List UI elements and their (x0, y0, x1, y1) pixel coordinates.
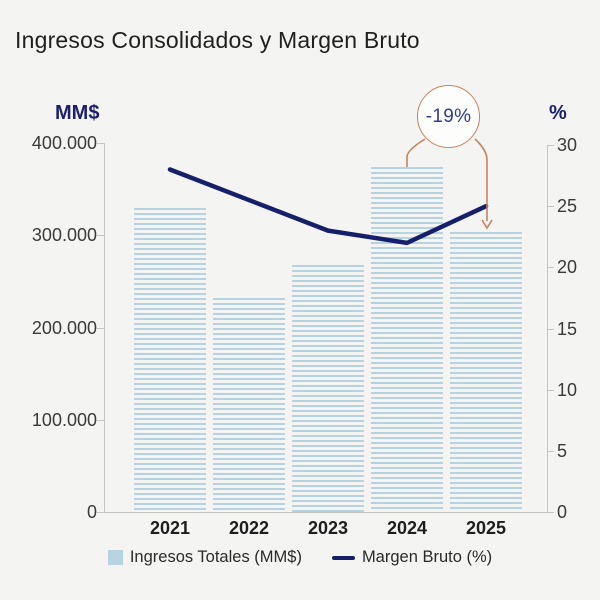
x-axis-label-2021: 2021 (149, 518, 191, 538)
y-axis-right-tick-mark (547, 206, 554, 208)
y-axis-right-tick-mark (547, 450, 554, 452)
legend-item-ingresos: Ingresos Totales (MM$) (107, 548, 302, 567)
y-axis-left-tick-label: 400.000 (31, 133, 97, 153)
legend-label-margen: Margen Bruto (%) (361, 548, 493, 566)
y-axis-left-tick-label: 0 (86, 502, 97, 522)
y-axis-left-tick-mark (97, 512, 104, 513)
annotation-circle: -19% (417, 85, 480, 148)
y-axis-right-tick-mark (547, 389, 554, 391)
y-axis-left-tick-mark (97, 143, 104, 144)
y-axis-right-tick-label: 10 (557, 379, 578, 400)
legend: Ingresos Totales (MM$) Margen Bruto (%) (0, 548, 600, 567)
y-axis-right-tick-label: 0 (557, 502, 568, 522)
legend-item-margen: Margen Bruto (%) (331, 548, 493, 567)
annotation-connector-left (406, 138, 426, 167)
y-axis-left-tick-label: 300.000 (31, 225, 97, 246)
y-axis-right-tick-mark (547, 267, 554, 269)
y-axis-right-tick-label: 30 (557, 135, 578, 155)
y-axis-left-tick-label: 200.000 (31, 317, 97, 338)
x-axis-label-2025: 2025 (465, 518, 507, 538)
y-axis-right-tick-label: 20 (557, 257, 578, 278)
bar-swatch-icon (107, 550, 123, 565)
y-axis-left-tick-mark (97, 419, 104, 421)
x-axis-label-2022: 2022 (228, 518, 270, 538)
revenue-bar-2022 (213, 297, 285, 512)
revenue-bar-2024 (371, 166, 443, 512)
y-axis-right-tick-label: 5 (557, 440, 568, 461)
x-axis-label-2024: 2024 (386, 518, 428, 538)
chart-title: Ingresos Consolidados y Margen Bruto (15, 27, 420, 53)
revenue-bar-2023 (292, 264, 364, 512)
y-axis-right-tick-mark (547, 512, 554, 513)
y-axis-left-tick-label: 100.000 (31, 409, 97, 430)
left-axis-unit-label: MM$ (55, 102, 100, 124)
y-axis-right-tick-label: 15 (557, 318, 578, 339)
line-swatch-icon (331, 555, 355, 560)
annotation-value: -19% (425, 105, 472, 127)
y-axis-right-tick-mark (547, 145, 554, 146)
right-axis-unit-label: % (549, 102, 567, 124)
y-axis-right-tick-label: 25 (557, 196, 578, 217)
y-axis-right-tick-mark (547, 328, 554, 330)
annotation-arrowhead-icon (481, 219, 493, 230)
legend-label-ingresos: Ingresos Totales (MM$) (129, 548, 302, 566)
x-axis-label-2023: 2023 (307, 518, 349, 538)
y-axis-left-line (104, 143, 105, 512)
annotation-connector-right (474, 138, 488, 221)
revenue-bar-2025 (450, 232, 522, 512)
y-axis-left-tick-mark (97, 327, 104, 329)
y-axis-left-tick-mark (97, 235, 104, 237)
revenue-bar-2021 (134, 207, 206, 512)
x-axis-line (104, 512, 548, 513)
